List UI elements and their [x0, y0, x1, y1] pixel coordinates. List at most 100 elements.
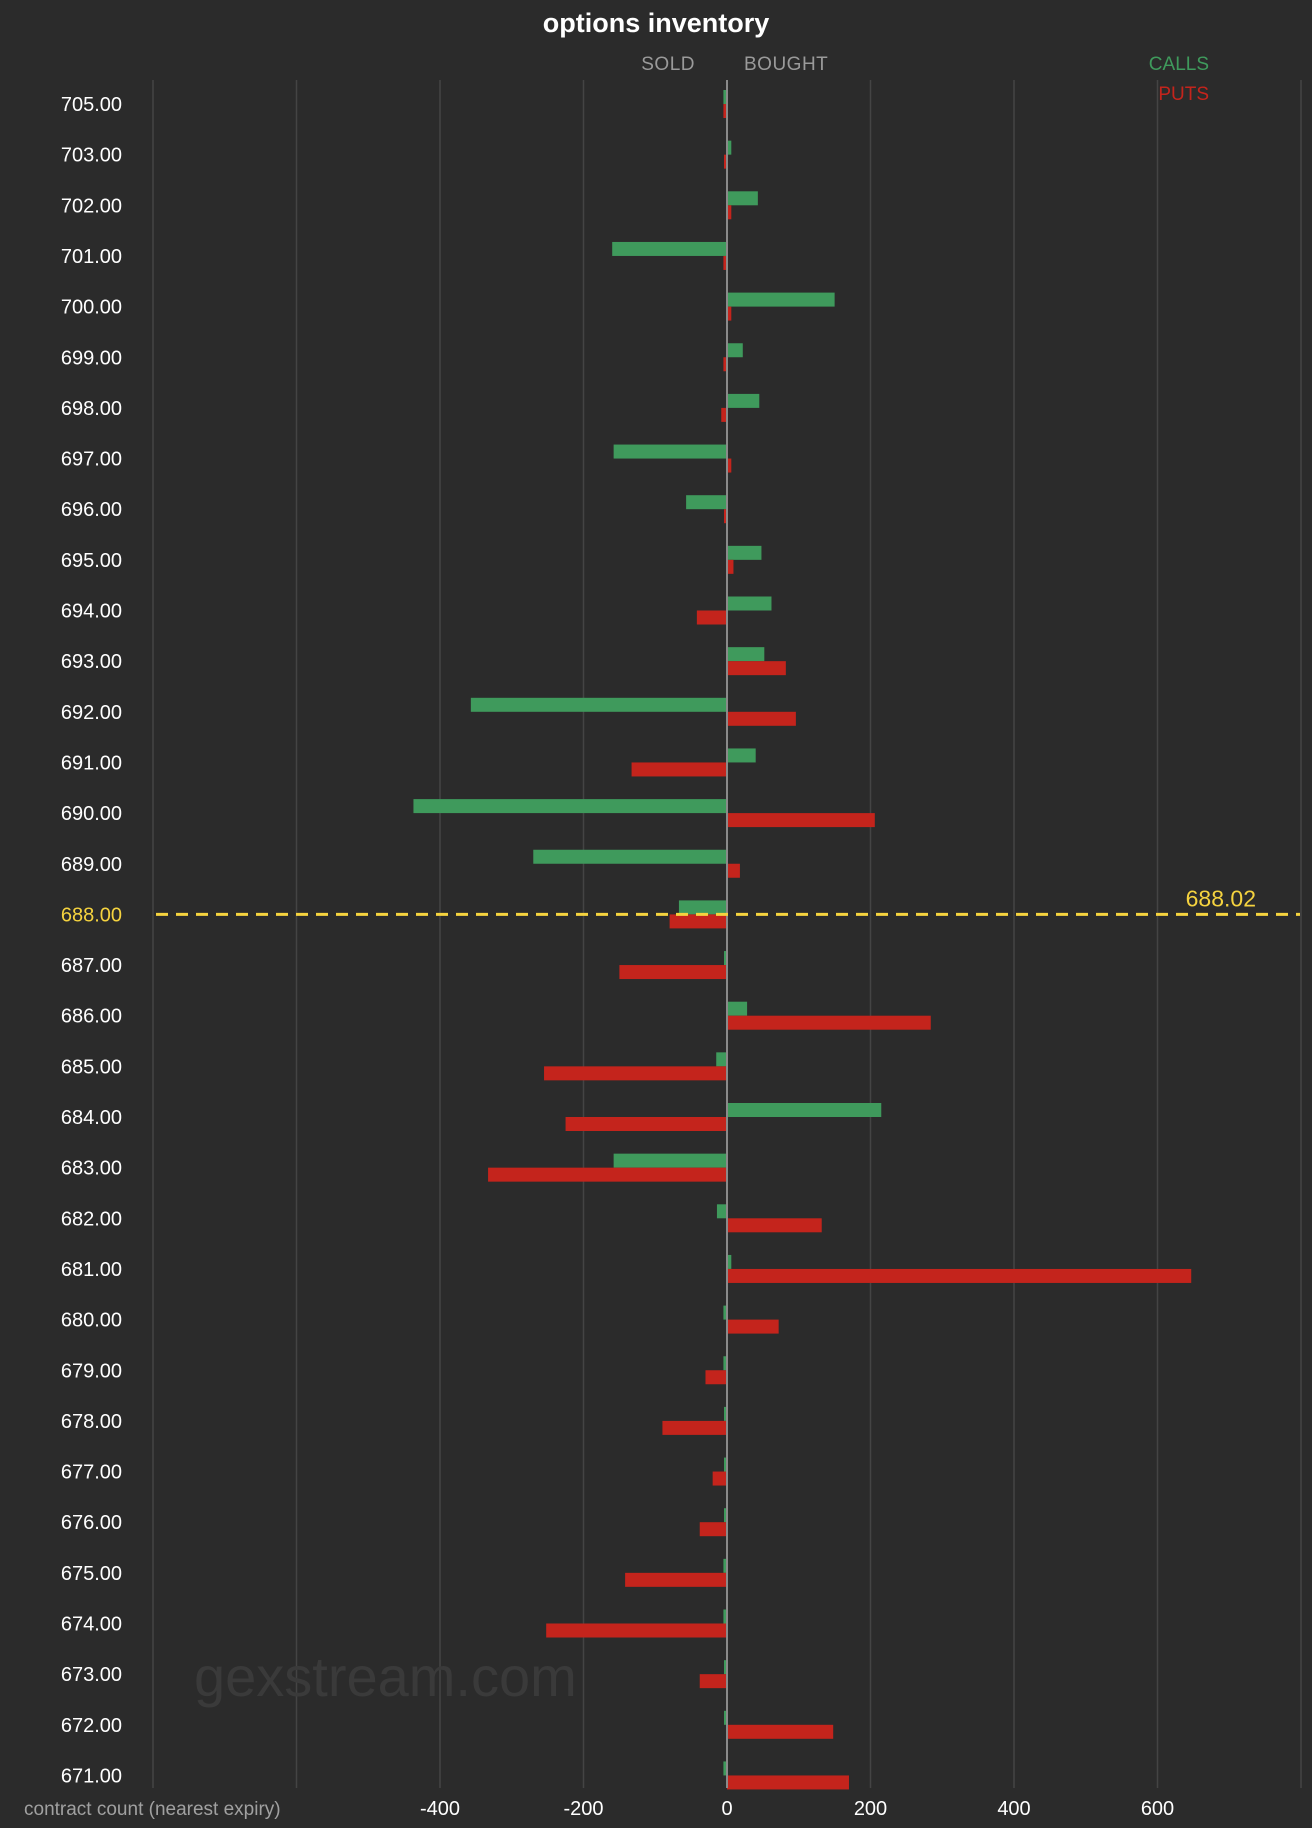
put-bar-699.00: [723, 357, 727, 372]
current-price-label: 688.02: [1186, 885, 1256, 911]
y-tick-label: 693.00: [61, 651, 122, 673]
call-bar-692.00: [470, 697, 727, 712]
put-bar-687.00: [619, 965, 727, 980]
y-tick-label: 694.00: [61, 601, 122, 623]
legend-calls: CALLS: [1149, 54, 1209, 75]
call-bar-698.00: [727, 393, 760, 408]
put-bar-686.00: [727, 1015, 931, 1030]
y-tick-label: 682.00: [61, 1208, 122, 1230]
y-tick-label: 692.00: [61, 702, 122, 724]
call-bar-671.00: [723, 1761, 727, 1776]
y-tick-label: 698.00: [61, 398, 122, 420]
call-bar-703.00: [727, 140, 732, 155]
y-tick-label: 690.00: [61, 803, 122, 825]
put-bar-680.00: [727, 1319, 779, 1334]
y-tick-label: 703.00: [61, 145, 122, 167]
y-tick-label: 676.00: [61, 1512, 122, 1534]
put-bar-676.00: [699, 1522, 727, 1537]
put-bar-688.00: [669, 914, 727, 929]
chart-title: options inventory: [543, 8, 770, 38]
y-tick-label: 674.00: [61, 1614, 122, 1636]
x-tick-label: 200: [854, 1798, 887, 1820]
call-bar-685.00: [716, 1052, 727, 1067]
call-bar-680.00: [723, 1305, 727, 1320]
call-bar-688.00: [678, 900, 727, 915]
call-bar-697.00: [613, 444, 727, 459]
put-bar-671.00: [727, 1775, 849, 1790]
put-bar-691.00: [631, 762, 727, 777]
put-bar-673.00: [699, 1674, 727, 1689]
y-tick-label: 684.00: [61, 1107, 122, 1129]
put-bar-690.00: [727, 813, 875, 828]
call-bar-675.00: [723, 1558, 727, 1573]
y-tick-label: 681.00: [61, 1259, 122, 1281]
put-bar-679.00: [705, 1370, 727, 1385]
sold-label: SOLD: [641, 54, 695, 75]
put-bar-692.00: [727, 711, 796, 726]
call-bar-674.00: [723, 1609, 727, 1624]
call-bar-691.00: [727, 748, 756, 763]
call-bar-693.00: [727, 647, 765, 662]
put-bar-678.00: [662, 1420, 727, 1435]
y-tick-label: 701.00: [61, 246, 122, 268]
call-bar-677.00: [724, 1457, 727, 1472]
y-tick-label: 699.00: [61, 347, 122, 369]
put-bar-685.00: [544, 1066, 727, 1081]
y-tick-label: 705.00: [61, 94, 122, 116]
call-bar-695.00: [727, 545, 762, 560]
y-tick-label: 685.00: [61, 1056, 122, 1078]
put-bar-689.00: [727, 863, 740, 878]
y-tick-label: 697.00: [61, 449, 122, 471]
call-bar-678.00: [724, 1406, 727, 1421]
legend-puts: PUTS: [1158, 84, 1209, 105]
call-bar-694.00: [727, 596, 772, 611]
y-tick-label: 683.00: [61, 1158, 122, 1180]
y-tick-label: 688.00: [61, 904, 122, 926]
y-tick-label: 672.00: [61, 1715, 122, 1737]
y-tick-label: 691.00: [61, 752, 122, 774]
call-bar-700.00: [727, 292, 835, 307]
put-bar-684.00: [565, 1117, 727, 1131]
call-bar-687.00: [724, 951, 727, 966]
x-axis-label: contract count (nearest expiry): [24, 1799, 281, 1820]
put-bar-674.00: [546, 1623, 727, 1638]
call-bar-672.00: [724, 1710, 727, 1725]
put-bar-702.00: [727, 205, 732, 220]
y-tick-label: 673.00: [61, 1664, 122, 1686]
put-bar-701.00: [723, 255, 727, 270]
call-bar-683.00: [613, 1153, 727, 1168]
put-bar-682.00: [727, 1218, 822, 1233]
call-bar-681.00: [727, 1254, 732, 1269]
y-tick-label: 702.00: [61, 195, 122, 217]
put-bar-681.00: [727, 1268, 1192, 1283]
y-tick-label: 700.00: [61, 297, 122, 319]
put-bar-677.00: [712, 1471, 727, 1486]
call-bar-702.00: [727, 191, 758, 206]
call-bar-701.00: [612, 241, 727, 256]
x-tick-label: 400: [997, 1798, 1030, 1820]
call-bar-684.00: [727, 1103, 882, 1117]
put-bar-705.00: [723, 104, 727, 118]
y-tick-label: 671.00: [61, 1765, 122, 1787]
call-bar-699.00: [727, 343, 743, 358]
x-tick-label: 0: [721, 1798, 732, 1820]
x-tick-label: 600: [1141, 1798, 1174, 1820]
x-tick-label: -400: [420, 1798, 460, 1820]
watermark: gexstream.com: [194, 1645, 577, 1708]
bought-label: BOUGHT: [744, 54, 828, 75]
put-bar-698.00: [721, 407, 727, 422]
put-bar-695.00: [727, 559, 734, 574]
call-bar-682.00: [716, 1204, 727, 1219]
call-bar-690.00: [413, 799, 727, 814]
call-bar-696.00: [686, 495, 727, 510]
y-tick-label: 677.00: [61, 1462, 122, 1484]
y-tick-label: 678.00: [61, 1411, 122, 1433]
y-tick-label: 696.00: [61, 499, 122, 521]
y-tick-label: 675.00: [61, 1563, 122, 1585]
put-bar-694.00: [696, 610, 727, 625]
y-tick-label: 680.00: [61, 1310, 122, 1332]
y-tick-label: 687.00: [61, 955, 122, 977]
y-tick-label: 686.00: [61, 1006, 122, 1028]
